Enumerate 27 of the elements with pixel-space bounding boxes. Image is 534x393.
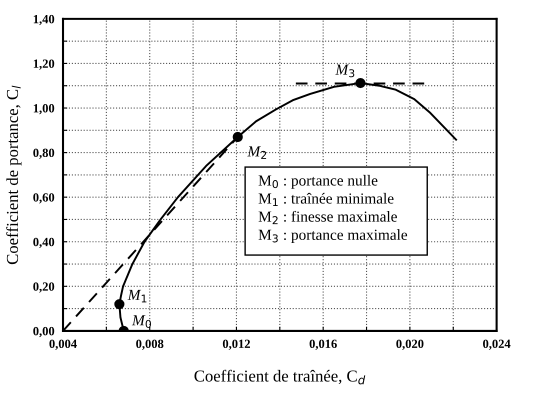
point: [114, 299, 124, 310]
annotation: M$_{0}$ : portance nulle: [258, 174, 378, 189]
y-tick-label: 0,80: [33, 148, 54, 159]
x-tick-label: 0,016: [310, 340, 337, 350]
point: [355, 78, 366, 88]
x-tick-label: 0,024: [483, 340, 510, 350]
y-tick-label: 0,00: [33, 326, 54, 338]
x-axis-title: Coefficient de traînée, C$_{d}$: [194, 370, 366, 384]
x-tick-label: 0,012: [222, 340, 250, 350]
x-tick-label: 0,020: [396, 340, 424, 350]
annotation: M$_{3}$ : portance maximale: [258, 229, 408, 244]
annotation: M$_{2}$: [247, 146, 266, 159]
y-axis-title: Coefficient de portance, C$_{l}$: [6, 86, 22, 264]
x-tick-label: 0,004: [49, 340, 77, 350]
x-tick-label: 0,008: [136, 340, 164, 350]
y-tick-label: 0,40: [33, 238, 54, 248]
annotation: M$_{2}$ : finesse maximale: [258, 210, 397, 224]
annotation: M$_{1}$ : traînée minimale: [258, 192, 394, 206]
y-tick-label: 0,60: [33, 193, 54, 204]
annotation: M$_{3}$: [335, 64, 354, 78]
y-tick-label: 0,20: [33, 282, 54, 293]
annotation: M$_{0}$: [132, 315, 152, 328]
y-tick-label: 1,20: [34, 59, 54, 70]
annotation: M$_{1}$: [128, 290, 146, 302]
y-tick-label: 1,40: [34, 14, 54, 26]
point: [232, 132, 243, 142]
y-tick-label: 1,00: [34, 104, 54, 114]
